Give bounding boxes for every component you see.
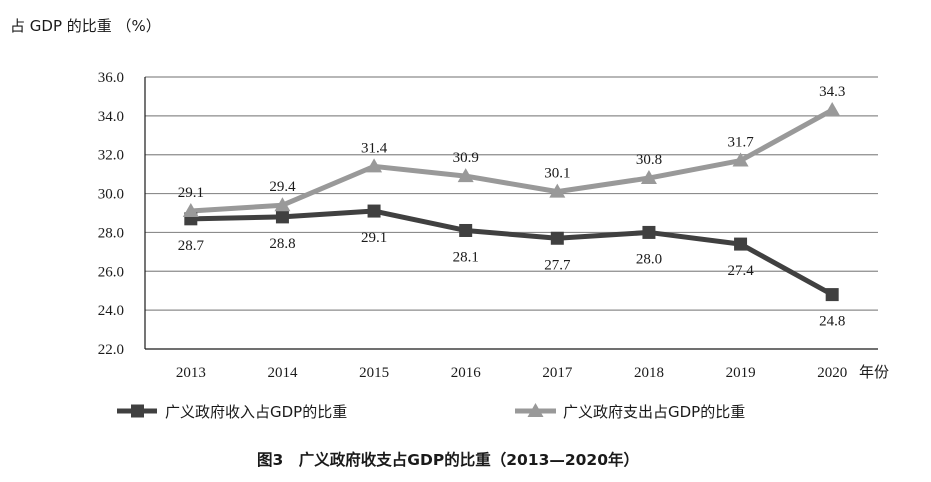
revenue-data-label-2017: 27.7 xyxy=(544,257,571,273)
expenditure-marker-2020 xyxy=(824,102,841,117)
revenue-marker-2014 xyxy=(275,210,289,224)
expenditure-marker-2018 xyxy=(640,170,657,185)
x-tick-label-2014: 2014 xyxy=(267,365,298,381)
gridlines xyxy=(145,76,878,311)
expenditure-marker-2016 xyxy=(457,168,474,183)
revenue-data-label-2019: 27.4 xyxy=(727,263,754,279)
x-tick-label-2018: 2018 xyxy=(634,365,664,381)
revenue-data-label-2013: 28.7 xyxy=(178,238,205,254)
series-markers xyxy=(182,102,841,302)
expenditure-data-label-2019: 31.7 xyxy=(727,135,754,151)
x-axis-unit-label: 年份 xyxy=(859,363,889,381)
y-tick-label-1: 24.0 xyxy=(98,303,124,319)
y-tick-labels: 22.0 24.0 26.0 28.0 30.0 32.0 34.0 36.0 xyxy=(98,70,124,358)
legend-item-revenue: 广义政府收入占GDP的比重 xyxy=(117,403,347,421)
revenue-data-label-2016: 28.1 xyxy=(453,249,479,265)
expenditure-data-label-2017: 30.1 xyxy=(544,166,570,182)
y-tick-label-6: 34.0 xyxy=(98,109,124,125)
x-tick-label-2020: 2020 xyxy=(817,365,847,381)
revenue-marker-2020 xyxy=(825,288,839,302)
revenue-marker-2015 xyxy=(367,204,381,218)
legend-expenditure-triangle-marker xyxy=(527,403,544,417)
expenditure-marker-2019 xyxy=(732,152,749,167)
figure-caption: 图3 广义政府收支占GDP的比重（2013—2020年） xyxy=(257,450,639,469)
revenue-data-label-2014: 28.8 xyxy=(269,236,295,252)
y-tick-label-0: 22.0 xyxy=(98,342,124,358)
expenditure-marker-2015 xyxy=(366,158,383,173)
x-tick-label-2016: 2016 xyxy=(451,365,482,381)
revenue-marker-2017 xyxy=(550,231,564,245)
revenue-data-label-2015: 29.1 xyxy=(361,230,387,246)
revenue-marker-2016 xyxy=(459,223,473,237)
revenue-data-label-2018: 28.0 xyxy=(636,251,662,267)
legend-revenue-square-marker xyxy=(131,404,144,418)
y-tick-label-2: 26.0 xyxy=(98,264,124,280)
expenditure-data-label-2016: 30.9 xyxy=(453,150,479,166)
y-tick-label-5: 32.0 xyxy=(98,148,124,164)
legend: 广义政府收入占GDP的比重 广义政府支出占GDP的比重 xyxy=(117,403,745,421)
x-tick-label-2017: 2017 xyxy=(542,365,573,381)
legend-expenditure-label: 广义政府支出占GDP的比重 xyxy=(563,403,745,421)
revenue-marker-2019 xyxy=(734,237,748,251)
expenditure-marker-2014 xyxy=(274,197,291,212)
expenditure-data-label-2015: 31.4 xyxy=(361,140,388,156)
x-tick-label-2019: 2019 xyxy=(726,365,756,381)
expenditure-data-label-2014: 29.4 xyxy=(269,179,296,195)
x-tick-labels: 2013 2014 2015 2016 2017 2018 2019 2020 xyxy=(176,365,847,381)
expenditure-data-label-2013: 29.1 xyxy=(178,185,204,201)
series-line-0 xyxy=(190,208,834,297)
legend-revenue-label: 广义政府收入占GDP的比重 xyxy=(165,403,347,421)
x-tick-label-2013: 2013 xyxy=(176,365,206,381)
series-line-1 xyxy=(190,107,834,214)
revenue-data-label-2020: 24.8 xyxy=(819,314,845,330)
expenditure-marker-2017 xyxy=(549,183,566,198)
x-tick-label-2015: 2015 xyxy=(359,365,389,381)
series-lines xyxy=(190,107,834,297)
legend-item-expenditure: 广义政府支出占GDP的比重 xyxy=(515,403,745,421)
y-tick-label-4: 30.0 xyxy=(98,187,124,203)
y-tick-label-7: 36.0 xyxy=(98,70,124,86)
y-axis-label: 占 GDP 的比重 （%） xyxy=(10,17,161,35)
revenue-marker-2018 xyxy=(642,225,656,239)
expenditure-data-label-2020: 34.3 xyxy=(819,84,845,100)
data-labels: 28.7 28.8 29.1 28.1 27.7 28.0 27.4 24.8 29.1 29.4… xyxy=(178,84,846,330)
y-tick-label-3: 28.0 xyxy=(98,225,124,241)
expenditure-data-label-2018: 30.8 xyxy=(636,152,662,168)
expenditure-marker-2013 xyxy=(182,203,199,218)
